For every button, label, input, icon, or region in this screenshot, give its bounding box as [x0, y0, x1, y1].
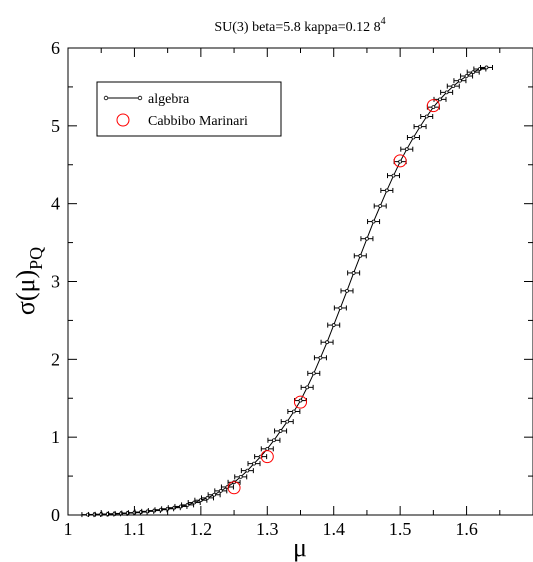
x-tick-label: 1	[64, 519, 73, 539]
y-tick-label: 1	[51, 427, 60, 447]
data-point-cabbibo-marinari	[426, 99, 440, 113]
y-tick-label: 2	[51, 349, 60, 369]
data-point-algebra	[484, 65, 489, 70]
y-axis-ticks: 0 1 2 3 4 5 6	[51, 38, 533, 525]
y-tick-label: 3	[51, 272, 60, 292]
data-point-algebra	[351, 271, 356, 275]
data-point-algebra	[278, 429, 283, 433]
data-point-algebra	[212, 492, 217, 497]
data-point-algebra	[424, 114, 429, 119]
data-point-algebra	[318, 355, 323, 360]
data-point-algebra	[464, 74, 469, 78]
y-axis-label-subscript: PQ	[26, 247, 46, 270]
legend: algebra Cabbibo Marinari	[96, 81, 282, 137]
data-point-algebra	[458, 78, 462, 83]
legend-swatch-algebra-marker-left	[103, 95, 109, 101]
data-point-algebra	[384, 188, 389, 193]
data-point-algebra	[418, 124, 422, 129]
data-point-algebra	[378, 204, 383, 208]
data-point-algebra	[431, 105, 436, 110]
data-point-algebra	[218, 488, 223, 493]
x-axis-ticks: 1 1.1 1.2 1.3 1.4 1.5 1.6	[64, 48, 501, 539]
data-point-algebra	[285, 419, 290, 424]
legend-swatch-algebra-marker-right	[137, 95, 143, 101]
data-point-algebra	[411, 135, 416, 140]
data-point-algebra	[331, 323, 336, 327]
x-tick-label: 1.4	[322, 519, 345, 539]
legend-box	[96, 81, 282, 137]
legend-swatch-cabbibo-marinari	[116, 113, 130, 127]
data-point-algebra	[451, 84, 456, 89]
x-tick-label: 1.1	[123, 519, 146, 539]
y-axis-label: σ(μ)PQ	[11, 247, 46, 315]
legend-label-algebra: algebra	[148, 92, 190, 107]
data-point-algebra	[252, 461, 256, 466]
data-point-algebra	[291, 409, 296, 414]
data-point-algebra	[298, 398, 303, 403]
data-point-cabbibo-marinari	[227, 481, 241, 495]
data-point-algebra	[238, 474, 243, 479]
x-axis-label: μ	[293, 533, 307, 562]
data-point-cabbibo-marinari	[260, 450, 274, 464]
data-point-algebra	[245, 468, 250, 473]
y-tick-label: 6	[51, 38, 60, 58]
legend-label-cabbibo-marinari: Cabbibo Marinari	[148, 114, 248, 129]
data-point-algebra	[338, 306, 343, 310]
data-point-algebra	[398, 159, 403, 164]
data-point-algebra	[365, 236, 369, 241]
x-tick-label: 1.6	[455, 519, 478, 539]
data-point-algebra	[272, 438, 276, 443]
chart-title-superscript: 4	[381, 16, 386, 27]
data-point-algebra	[404, 147, 409, 152]
y-tick-label: 5	[51, 116, 60, 136]
data-point-algebra	[444, 90, 449, 95]
data-point-cabbibo-marinari	[393, 154, 407, 168]
data-point-algebra	[391, 173, 396, 178]
data-point-algebra	[305, 385, 310, 390]
chart-title: SU(3) beta=5.8 kappa=0.12 84	[214, 16, 385, 35]
data-point-algebra	[371, 219, 376, 224]
data-point-algebra	[345, 288, 349, 293]
data-point-cabbibo-marinari	[294, 395, 307, 409]
data-point-algebra	[265, 446, 270, 451]
data-point-algebra	[325, 340, 329, 345]
x-tick-label: 1.5	[389, 519, 412, 539]
x-tick-label: 1.2	[190, 519, 213, 539]
data-point-algebra	[358, 253, 363, 258]
data-point-algebra	[438, 97, 442, 102]
data-point-algebra	[311, 371, 316, 376]
y-tick-label: 4	[51, 194, 60, 214]
x-tick-label: 1.3	[256, 519, 279, 539]
y-tick-label: 0	[51, 505, 60, 525]
series-layer	[81, 64, 493, 518]
